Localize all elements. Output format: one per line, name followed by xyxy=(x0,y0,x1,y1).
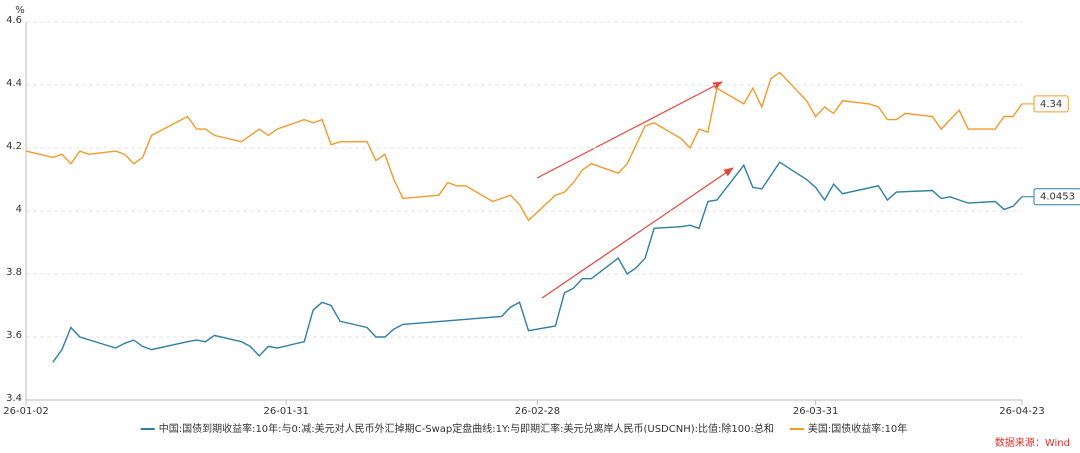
y-unit: % xyxy=(15,5,25,16)
end-label: 4.0453 xyxy=(1022,188,1080,206)
y-tick-label: 3.4 xyxy=(6,393,22,404)
trend-arrow xyxy=(536,81,723,179)
trend-arrow xyxy=(541,167,734,299)
legend-label: 美国:国债收益率:10年 xyxy=(808,422,907,435)
y-tick-label: 4 xyxy=(16,204,22,215)
y-tick-label: 3.8 xyxy=(6,267,22,278)
end-value-label: 4.34 xyxy=(1040,99,1062,110)
y-tick-label: 4.4 xyxy=(6,78,22,89)
y-tick-label: 3.6 xyxy=(6,330,22,341)
x-tick-label: 26-01-02 xyxy=(3,406,48,417)
x-tick-label: 26-04-23 xyxy=(999,406,1044,417)
legend: 中国:国债到期收益率:10年:与0:减:美元对人民币外汇掉期C-Swap定盘曲线… xyxy=(140,422,907,435)
legend-label: 中国:国债到期收益率:10年:与0:减:美元对人民币外汇掉期C-Swap定盘曲线… xyxy=(159,422,774,435)
series-line xyxy=(52,161,1023,363)
end-label-box xyxy=(1033,95,1069,113)
source-note: 数据来源：Wind xyxy=(995,436,1070,449)
end-value-label: 4.0453 xyxy=(1040,192,1075,203)
end-label-box xyxy=(1033,188,1080,206)
x-tick-label: 26-03-31 xyxy=(793,406,838,417)
x-tick-label: 26-02-28 xyxy=(515,406,560,417)
series-line xyxy=(25,71,1023,222)
y-tick-label: 4.2 xyxy=(6,141,22,152)
end-label: 4.34 xyxy=(1022,95,1069,113)
x-tick-label: 26-01-31 xyxy=(264,406,309,417)
y-tick-label: 4.6 xyxy=(6,15,22,26)
